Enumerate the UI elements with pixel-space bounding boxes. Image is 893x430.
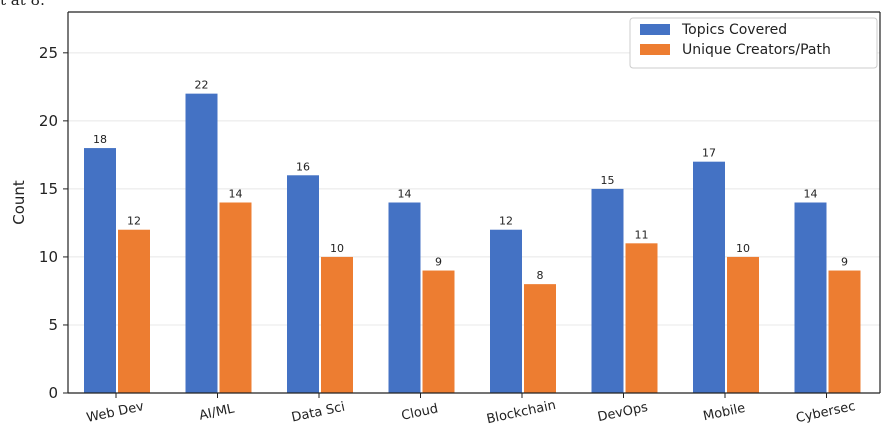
bar-topics xyxy=(693,161,725,393)
x-tick-label: Web Dev xyxy=(85,399,145,426)
bar-value-label: 8 xyxy=(537,269,544,282)
bar-topics xyxy=(84,148,116,393)
bar-creators xyxy=(828,270,861,393)
bar-value-label: 17 xyxy=(702,147,716,160)
y-tick-label: 20 xyxy=(39,112,58,130)
bar-value-label: 14 xyxy=(229,188,243,201)
bar-topics xyxy=(490,229,522,393)
y-tick-label: 25 xyxy=(39,44,58,62)
bar-value-label: 14 xyxy=(398,188,412,201)
bar-value-label: 22 xyxy=(195,79,209,92)
bar-value-label: 15 xyxy=(601,174,615,187)
x-tick-label: Data Sci xyxy=(290,400,346,426)
bar-creators xyxy=(118,229,150,393)
y-tick-label: 15 xyxy=(39,180,58,198)
y-axis-label: Count xyxy=(10,180,28,225)
bar-creators xyxy=(321,256,353,393)
x-tick-label: Cloud xyxy=(400,401,439,423)
bar-value-label: 9 xyxy=(841,256,848,269)
y-tick-label: 10 xyxy=(39,248,58,266)
x-tick-label: Blockchain xyxy=(485,398,557,427)
bar-value-label: 12 xyxy=(499,215,513,228)
bar-topics xyxy=(388,202,421,393)
y-tick-label: 5 xyxy=(48,316,58,334)
bar-creators xyxy=(219,202,252,393)
x-tick-label: AI/ML xyxy=(198,401,237,423)
bar-value-label: 9 xyxy=(435,256,442,269)
bar-topics xyxy=(185,93,218,394)
y-tick-label: 0 xyxy=(48,384,58,402)
bar-value-label: 16 xyxy=(296,160,310,173)
bar-value-label: 11 xyxy=(635,228,649,241)
bar-value-label: 10 xyxy=(736,242,750,255)
bar-creators xyxy=(422,270,455,393)
x-tick-label: Cybersec xyxy=(795,399,857,426)
bar-value-label: 14 xyxy=(804,188,818,201)
legend-box xyxy=(629,17,878,69)
bar-creators xyxy=(524,284,556,393)
x-tick-label: DevOps xyxy=(596,400,649,425)
legend-swatch xyxy=(640,24,670,35)
legend-swatch xyxy=(640,44,670,55)
bar-topics xyxy=(591,188,624,393)
bar-value-label: 12 xyxy=(127,215,141,228)
bar-creators xyxy=(625,243,658,393)
x-tick-label: Mobile xyxy=(702,401,747,425)
legend-label: Topics Covered xyxy=(681,22,787,38)
bar-creators xyxy=(727,256,759,393)
legend-label: Unique Creators/Path xyxy=(682,42,831,58)
bar-value-label: 10 xyxy=(330,242,344,255)
bar-topics xyxy=(794,202,827,393)
bar-value-label: 18 xyxy=(93,133,107,146)
bar-topics xyxy=(287,175,319,393)
caption-fragment: t at 8. xyxy=(0,0,45,9)
